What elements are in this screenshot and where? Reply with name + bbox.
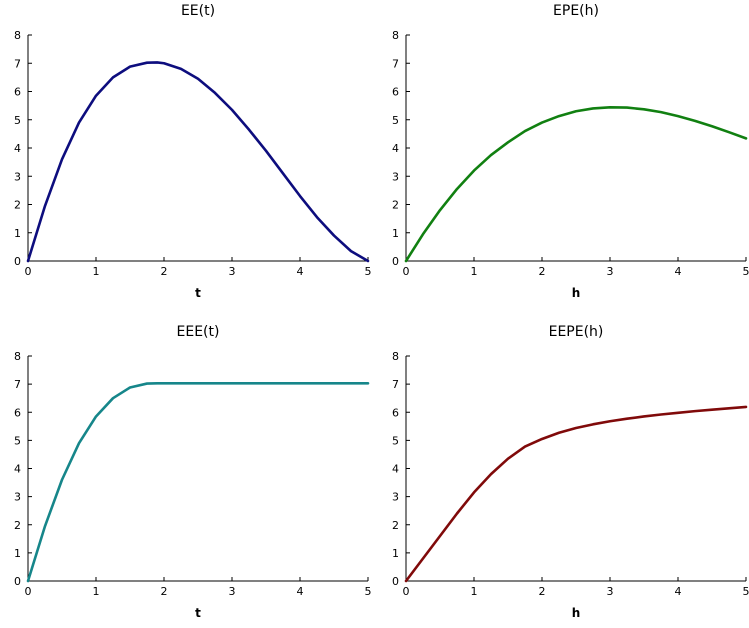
y-tick-label: 0 — [14, 575, 21, 588]
y-tick-label: 8 — [392, 29, 399, 42]
x-axis-label: h — [572, 606, 581, 620]
chart-panel-1: 0 1 2 3 4 5 0 1 2 3 4 5 6 7 8 EE(t) t — [14, 3, 372, 300]
y-tick-label: 3 — [392, 491, 399, 504]
y-tick-label: 7 — [392, 57, 399, 70]
y-tick-label: 7 — [392, 378, 399, 391]
y-tick-label: 4 — [392, 463, 399, 476]
x-tick-label: 4 — [297, 585, 304, 598]
y-tick-label: 3 — [14, 170, 21, 183]
chart-title: EEPE(h) — [549, 324, 604, 340]
x-tick-label: 3 — [607, 265, 614, 278]
series-line — [404, 405, 748, 583]
y-tick-label: 8 — [14, 29, 21, 42]
x-tick-label: 4 — [675, 585, 682, 598]
y-tick-label: 1 — [14, 547, 21, 560]
x-tick-label: 3 — [229, 585, 236, 598]
y-tick-label: 2 — [392, 519, 399, 532]
y-tick-label: 8 — [392, 350, 399, 363]
y-tick-label: 1 — [14, 227, 21, 240]
y-tick-label: 6 — [14, 406, 21, 419]
y-tick-label: 3 — [392, 170, 399, 183]
y-tick-label: 6 — [14, 86, 21, 99]
x-axis-label: t — [195, 286, 201, 300]
y-tick-label: 4 — [14, 463, 21, 476]
x-tick-label: 1 — [93, 265, 100, 278]
x-tick-label: 4 — [675, 265, 682, 278]
y-tick-label: 5 — [14, 114, 21, 127]
y-tick-label: 1 — [392, 227, 399, 240]
x-tick-label: 3 — [607, 585, 614, 598]
x-tick-label: 1 — [93, 585, 100, 598]
x-tick-label: 5 — [365, 585, 372, 598]
y-tick-label: 0 — [14, 255, 21, 268]
y-tick-label: 5 — [14, 434, 21, 447]
y-tick-label: 4 — [14, 142, 21, 155]
x-tick-label: 0 — [403, 265, 410, 278]
y-tick-label: 0 — [392, 575, 399, 588]
chart-panel-4: 0 1 2 3 4 5 0 1 2 3 4 5 6 7 8 EEPE(h) h — [392, 324, 749, 620]
series-line — [404, 106, 748, 263]
y-tick-label: 7 — [14, 57, 21, 70]
y-tick-label: 0 — [392, 255, 399, 268]
x-tick-label: 3 — [229, 265, 236, 278]
chart-title: EPE(h) — [553, 3, 599, 19]
y-tick-label: 8 — [14, 350, 21, 363]
x-axis-label: h — [572, 286, 581, 300]
x-tick-label: 2 — [161, 585, 168, 598]
chart-title: EE(t) — [181, 3, 215, 19]
x-tick-label: 2 — [161, 265, 168, 278]
y-tick-label: 6 — [392, 86, 399, 99]
series-line — [26, 61, 370, 263]
chart-panel-3: 0 1 2 3 4 5 0 1 2 3 4 5 6 7 8 EEE(t) t — [14, 324, 372, 620]
x-tick-label: 5 — [365, 265, 372, 278]
x-axis-label: t — [195, 606, 201, 620]
y-tick-label: 2 — [14, 199, 21, 212]
x-tick-label: 2 — [539, 265, 546, 278]
y-tick-label: 4 — [392, 142, 399, 155]
y-tick-label: 2 — [392, 199, 399, 212]
y-tick-label: 5 — [392, 114, 399, 127]
y-tick-label: 7 — [14, 378, 21, 391]
chart-title: EEE(t) — [177, 324, 220, 340]
y-tick-label: 1 — [392, 547, 399, 560]
x-tick-label: 1 — [471, 265, 478, 278]
x-tick-label: 1 — [471, 585, 478, 598]
x-tick-label: 2 — [539, 585, 546, 598]
y-tick-label: 3 — [14, 491, 21, 504]
y-tick-label: 6 — [392, 406, 399, 419]
y-tick-label: 5 — [392, 434, 399, 447]
chart-panel-2: 0 1 2 3 4 5 0 1 2 3 4 5 6 7 8 EPE(h) h — [392, 3, 749, 300]
x-tick-label: 0 — [25, 585, 32, 598]
series-line — [26, 381, 370, 583]
x-tick-label: 5 — [743, 585, 749, 598]
x-tick-label: 5 — [743, 265, 749, 278]
x-tick-label: 0 — [403, 585, 410, 598]
x-tick-label: 0 — [25, 265, 32, 278]
x-tick-label: 4 — [297, 265, 304, 278]
y-tick-label: 2 — [14, 519, 21, 532]
